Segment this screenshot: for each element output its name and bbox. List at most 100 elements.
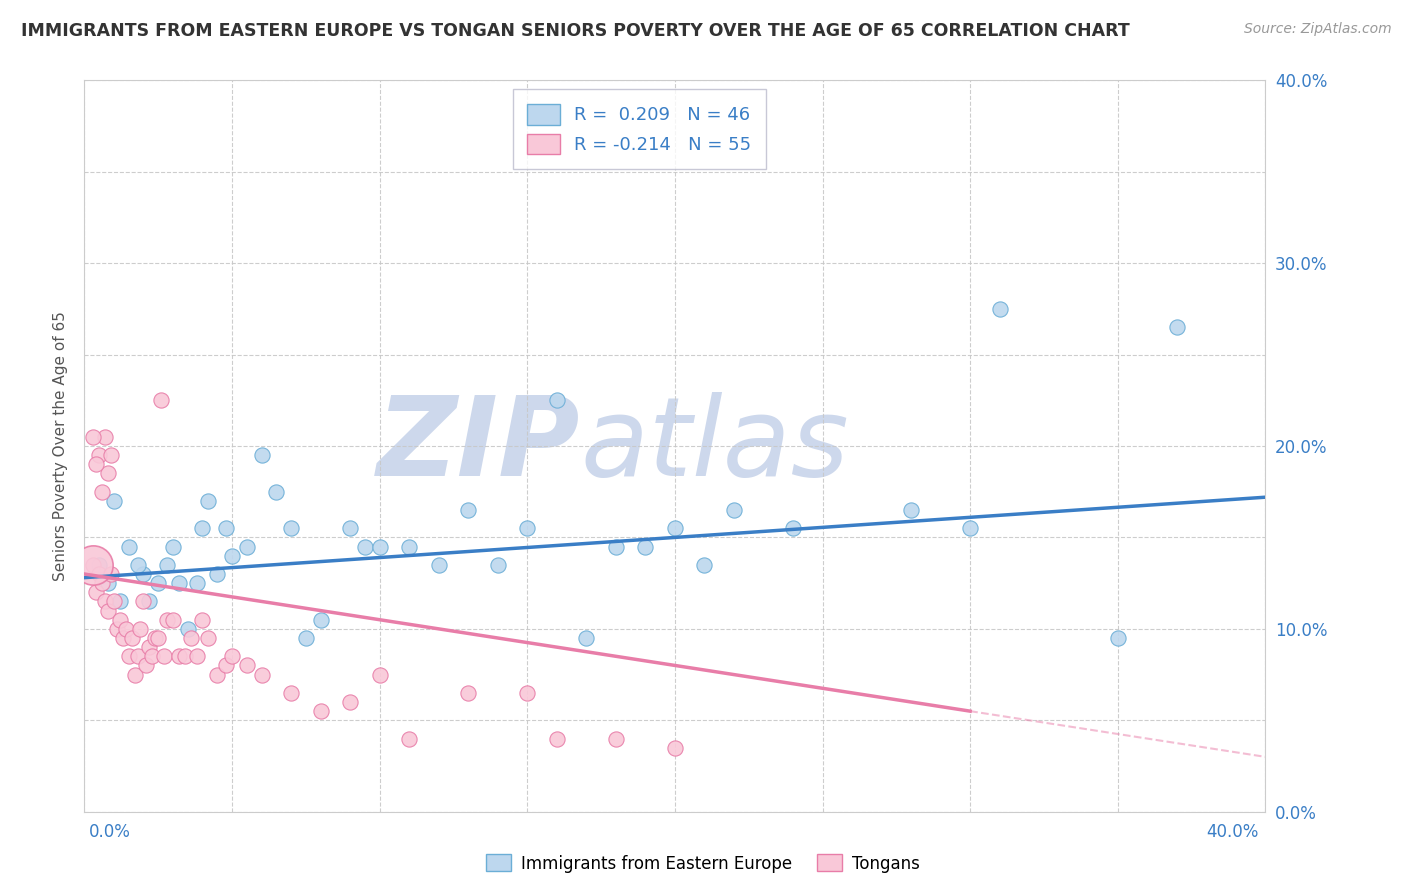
Point <box>167 576 190 591</box>
Text: IMMIGRANTS FROM EASTERN EUROPE VS TONGAN SENIORS POVERTY OVER THE AGE OF 65 CORR: IMMIGRANTS FROM EASTERN EUROPE VS TONGAN… <box>21 22 1130 40</box>
Point <box>215 521 238 535</box>
Point <box>516 686 538 700</box>
Point <box>339 521 361 535</box>
Point <box>457 686 479 700</box>
Point <box>97 467 120 481</box>
Text: Source: ZipAtlas.com: Source: ZipAtlas.com <box>1244 22 1392 37</box>
Point <box>153 649 176 664</box>
Point <box>197 631 219 645</box>
Point <box>138 640 160 655</box>
Point <box>127 649 149 664</box>
Point <box>103 493 125 508</box>
Point <box>121 631 143 645</box>
Point <box>135 658 157 673</box>
Point <box>141 649 163 664</box>
Point <box>89 448 111 462</box>
Point <box>100 448 122 462</box>
Point <box>264 484 288 499</box>
Point <box>108 613 131 627</box>
Point <box>111 631 134 645</box>
Point <box>250 667 273 681</box>
Point <box>221 649 243 664</box>
Point <box>82 430 104 444</box>
Point <box>150 393 173 408</box>
Point <box>398 540 420 554</box>
Point <box>900 503 922 517</box>
Point <box>309 704 332 718</box>
Point <box>84 585 107 599</box>
Text: 0.0%: 0.0% <box>89 822 131 840</box>
Point <box>205 567 228 582</box>
Point <box>486 558 509 572</box>
Point <box>89 558 111 572</box>
Point <box>221 549 243 563</box>
Point <box>664 521 686 535</box>
Point <box>100 567 122 582</box>
Point <box>398 731 420 746</box>
Point <box>546 393 568 408</box>
Point <box>127 558 149 572</box>
Point <box>156 558 179 572</box>
Legend: Immigrants from Eastern Europe, Tongans: Immigrants from Eastern Europe, Tongans <box>479 847 927 880</box>
Point <box>295 631 318 645</box>
Point <box>91 576 114 591</box>
Point <box>124 667 146 681</box>
Point <box>156 613 179 627</box>
Point <box>143 631 166 645</box>
Point <box>97 576 120 591</box>
Point <box>114 622 136 636</box>
Point <box>723 503 745 517</box>
Point <box>173 649 195 664</box>
Point <box>148 576 170 591</box>
Point <box>457 503 479 517</box>
Point <box>280 521 302 535</box>
Point <box>664 740 686 755</box>
Point <box>250 448 273 462</box>
Point <box>162 613 184 627</box>
Point <box>575 631 598 645</box>
Point <box>605 731 627 746</box>
Point <box>1166 320 1188 334</box>
Point <box>280 686 302 700</box>
Point <box>1107 631 1129 645</box>
Point <box>236 658 259 673</box>
Point <box>215 658 238 673</box>
Point <box>89 567 111 582</box>
Point <box>605 540 627 554</box>
Point <box>82 558 104 572</box>
Point <box>82 558 104 572</box>
Point <box>191 613 214 627</box>
Point <box>959 521 981 535</box>
Point <box>309 613 332 627</box>
Point <box>132 567 155 582</box>
Point <box>103 594 125 608</box>
Point <box>105 622 128 636</box>
Text: 40.0%: 40.0% <box>1206 822 1258 840</box>
Point <box>167 649 190 664</box>
Point <box>108 594 131 608</box>
Point <box>634 540 657 554</box>
Point <box>368 667 391 681</box>
Point <box>236 540 259 554</box>
Point <box>138 594 160 608</box>
Point <box>129 622 152 636</box>
Point <box>118 540 141 554</box>
Text: ZIP: ZIP <box>377 392 581 500</box>
Point <box>197 493 219 508</box>
Point <box>91 484 114 499</box>
Point <box>118 649 141 664</box>
Point <box>516 521 538 535</box>
Legend: R =  0.209   N = 46, R = -0.214   N = 55: R = 0.209 N = 46, R = -0.214 N = 55 <box>513 89 766 169</box>
Point <box>191 521 214 535</box>
Point <box>97 603 120 617</box>
Point <box>132 594 155 608</box>
Point <box>205 667 228 681</box>
Point <box>339 695 361 709</box>
Point <box>186 576 208 591</box>
Point <box>84 458 107 472</box>
Point <box>177 622 200 636</box>
Point <box>162 540 184 554</box>
Point <box>368 540 391 554</box>
Point <box>546 731 568 746</box>
Point <box>782 521 804 535</box>
